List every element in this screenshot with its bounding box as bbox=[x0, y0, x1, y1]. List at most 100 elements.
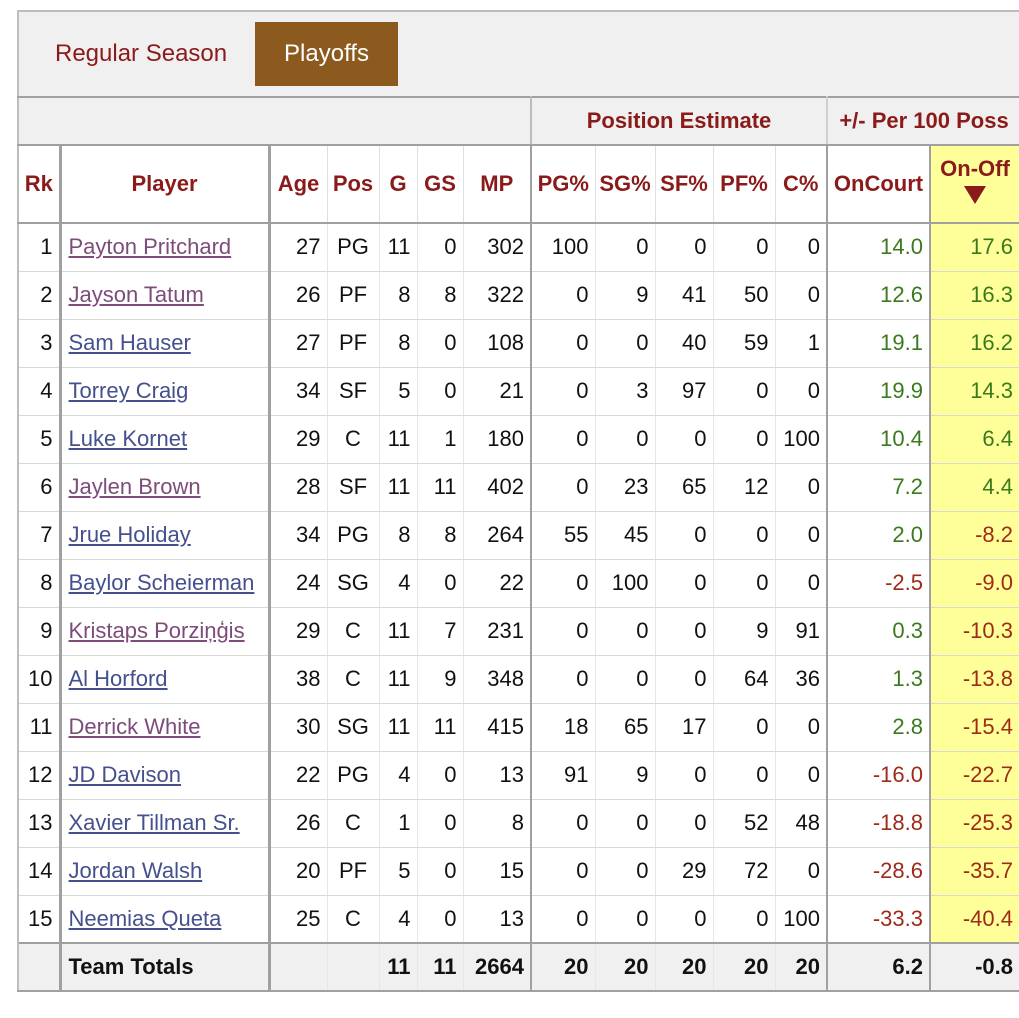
table-row: 4 Torrey Craig 34 SF 5 0 21 0 3 97 0 0 19.9 14.3 bbox=[17, 367, 1019, 416]
cell-player: Jayson Tatum bbox=[60, 271, 271, 320]
player-link[interactable]: Kristaps Porziņģis bbox=[68, 618, 245, 643]
cell-gs-value: 11 bbox=[433, 714, 457, 739]
cell-on-off: -9.0 bbox=[928, 559, 1019, 608]
cell-sf-pct-value: 65 bbox=[682, 474, 707, 499]
col-header-gs[interactable]: GS bbox=[417, 145, 464, 224]
cell-pg-pct-value: 100 bbox=[551, 234, 589, 260]
cell-pf-pct-value: 0 bbox=[756, 522, 769, 547]
over-header-row: Position Estimate +/- Per 100 Poss bbox=[17, 96, 1019, 146]
cell-age-value: 30 bbox=[296, 714, 321, 739]
col-header-player[interactable]: Player bbox=[60, 145, 271, 224]
player-link[interactable]: JD Davison bbox=[68, 762, 181, 787]
player-link[interactable]: Jayson Tatum bbox=[68, 282, 204, 307]
col-header-rk[interactable]: Rk bbox=[17, 145, 62, 224]
cell-age: 20 bbox=[269, 847, 328, 896]
player-link[interactable]: Jaylen Brown bbox=[68, 474, 201, 499]
cell-sf-pct: 41 bbox=[655, 271, 714, 320]
totals-sg-pct: 20 bbox=[595, 942, 656, 992]
cell-on-off-value: -25.3 bbox=[962, 810, 1014, 835]
team-totals-row: Team Totals 11 11 2664 20 20 20 20 20 6.2 -0.8 bbox=[17, 942, 1019, 992]
cell-pg-pct-value: 18 bbox=[564, 714, 589, 739]
cell-mp: 13 bbox=[463, 895, 532, 944]
cell-age: 34 bbox=[269, 511, 328, 560]
cell-sg-pct: 23 bbox=[595, 463, 656, 512]
cell-age: 26 bbox=[269, 271, 328, 320]
cell-sf-pct: 29 bbox=[655, 847, 714, 896]
cell-player: JD Davison bbox=[60, 751, 271, 800]
cell-c-pct-value: 0 bbox=[807, 378, 820, 403]
player-link[interactable]: Neemias Queta bbox=[68, 905, 222, 931]
cell-pos: PF bbox=[327, 847, 380, 896]
cell-gs-value: 11 bbox=[433, 474, 457, 499]
player-link[interactable]: Luke Kornet bbox=[68, 426, 188, 451]
player-link[interactable]: Derrick White bbox=[68, 714, 201, 739]
cell-rk-value: 9 bbox=[40, 618, 53, 643]
col-header-c-pct[interactable]: C% bbox=[775, 145, 828, 224]
cell-g-value: 8 bbox=[398, 282, 411, 307]
tab-regular-season[interactable]: Regular Season bbox=[55, 40, 228, 67]
player-link[interactable]: Payton Pritchard bbox=[68, 234, 232, 260]
cell-c-pct: 48 bbox=[775, 799, 828, 848]
cell-rk-value: 15 bbox=[28, 905, 53, 931]
cell-sf-pct: 0 bbox=[655, 799, 714, 848]
cell-pf-pct: 0 bbox=[713, 895, 776, 944]
col-header-sg-pct[interactable]: SG% bbox=[595, 145, 656, 224]
cell-sf-pct: 0 bbox=[655, 511, 714, 560]
cell-g-value: 8 bbox=[398, 330, 411, 355]
totals-label: Team Totals bbox=[60, 942, 271, 992]
cell-sf-pct: 0 bbox=[655, 559, 714, 608]
cell-pf-pct-value: 0 bbox=[756, 234, 769, 260]
cell-g-value: 5 bbox=[398, 378, 411, 403]
cell-pos: PG bbox=[327, 223, 380, 272]
col-header-sf-pct[interactable]: SF% bbox=[655, 145, 714, 224]
cell-age-value: 20 bbox=[296, 858, 321, 883]
col-header-pg-pct[interactable]: PG% bbox=[531, 145, 596, 224]
cell-g-value: 11 bbox=[387, 474, 411, 499]
cell-on-off: -35.7 bbox=[928, 847, 1019, 896]
cell-age: 28 bbox=[269, 463, 328, 512]
col-header-oncourt[interactable]: OnCourt bbox=[827, 145, 931, 224]
cell-on-off-value: -22.7 bbox=[962, 762, 1014, 787]
player-link[interactable]: Al Horford bbox=[68, 666, 168, 691]
col-header-g[interactable]: G bbox=[379, 145, 418, 224]
cell-pos-value: SG bbox=[337, 714, 369, 739]
cell-pf-pct-value: 52 bbox=[744, 810, 769, 835]
cell-c-pct: 1 bbox=[775, 319, 828, 368]
cell-sf-pct: 0 bbox=[655, 655, 714, 704]
cell-pf-pct-value: 50 bbox=[744, 282, 769, 307]
totals-pf-pct: 20 bbox=[713, 942, 776, 992]
player-link[interactable]: Xavier Tillman Sr. bbox=[68, 810, 240, 835]
cell-pos: PG bbox=[327, 511, 380, 560]
cell-rk-value: 2 bbox=[40, 282, 53, 307]
table-row: 5 Luke Kornet 29 C 11 1 180 0 0 0 0 100 10.4 6.4 bbox=[17, 415, 1019, 464]
col-header-mp[interactable]: MP bbox=[463, 145, 532, 224]
cell-sg-pct: 0 bbox=[595, 223, 656, 272]
col-header-age[interactable]: Age bbox=[269, 145, 328, 224]
player-link[interactable]: Baylor Scheierman bbox=[68, 570, 255, 595]
cell-pg-pct-value: 0 bbox=[576, 426, 589, 451]
cell-c-pct: 0 bbox=[775, 367, 828, 416]
cell-g-value: 11 bbox=[387, 234, 411, 260]
cell-gs-value: 7 bbox=[444, 618, 457, 643]
player-link[interactable]: Torrey Craig bbox=[68, 378, 189, 403]
col-header-pf-pct[interactable]: PF% bbox=[713, 145, 776, 224]
cell-age: 26 bbox=[269, 799, 328, 848]
tab-playoffs[interactable]: Playoffs bbox=[255, 22, 398, 86]
over-header-blank bbox=[17, 96, 532, 146]
col-header-pos[interactable]: Pos bbox=[327, 145, 380, 224]
player-link[interactable]: Jrue Holiday bbox=[68, 522, 191, 547]
cell-rk-value: 14 bbox=[28, 858, 53, 883]
cell-on-off-value: -13.8 bbox=[962, 666, 1014, 691]
cell-age-value: 34 bbox=[296, 378, 321, 403]
cell-oncourt-value: 19.1 bbox=[880, 330, 923, 355]
totals-g: 11 bbox=[379, 942, 418, 992]
cell-rk: 4 bbox=[17, 367, 62, 416]
col-header-on-off[interactable]: On-Off bbox=[928, 144, 1019, 224]
cell-rk-value: 13 bbox=[28, 810, 53, 835]
cell-on-off-value: -8.2 bbox=[975, 522, 1014, 547]
totals-pos bbox=[327, 942, 380, 992]
cell-oncourt-value: 2.8 bbox=[892, 714, 923, 739]
player-link[interactable]: Sam Hauser bbox=[68, 330, 191, 355]
cell-oncourt-value: 10.4 bbox=[880, 426, 923, 451]
player-link[interactable]: Jordan Walsh bbox=[68, 858, 203, 883]
